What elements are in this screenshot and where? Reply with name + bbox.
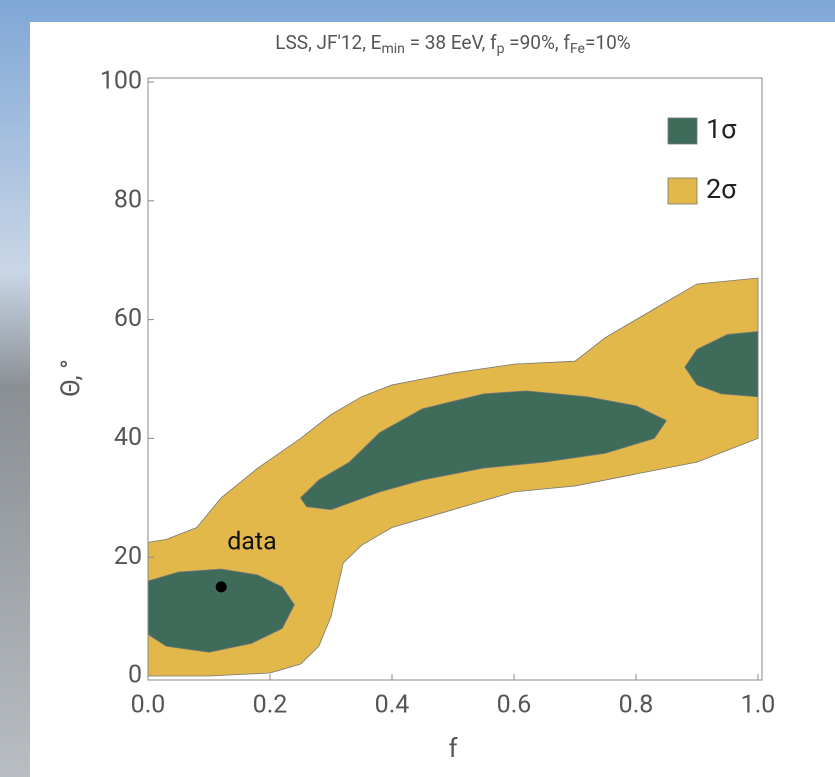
legend-swatch <box>667 177 698 205</box>
point-label: data <box>227 528 276 557</box>
data-point <box>215 581 227 593</box>
contour-region <box>299 390 668 511</box>
title-part: LSS, JF'12, E <box>275 31 381 54</box>
y-tick-label: 20 <box>114 542 142 571</box>
chart-title: LSS, JF'12, Emin = 38 EeV, fp =90%, fFe=… <box>275 31 630 57</box>
title-part: =10% <box>585 31 631 54</box>
y-axis-label: Θ, ° <box>56 359 86 397</box>
title-part: = 38 EeV, f <box>405 31 497 54</box>
x-tick-label: 0.8 <box>619 691 654 720</box>
x-tick-label: 0.2 <box>253 691 288 720</box>
legend-label: 1σ <box>706 113 737 145</box>
x-tick-label: 0.0 <box>131 691 166 720</box>
title-part: =90%, f <box>504 31 570 54</box>
contour-region <box>147 568 295 653</box>
contour-region <box>684 331 759 398</box>
y-tick-label: 100 <box>100 67 142 96</box>
x-axis-label: f <box>448 734 458 764</box>
x-tick-label: 0.6 <box>497 691 532 720</box>
y-tick-label: 80 <box>114 185 142 214</box>
y-tick-label: 40 <box>114 423 142 452</box>
x-tick-label: 0.4 <box>375 691 410 720</box>
title-subscript: Fe <box>570 41 585 57</box>
title-subscript: min <box>381 41 404 57</box>
title-subscript: p <box>497 41 505 57</box>
y-tick-label: 0 <box>128 661 142 690</box>
chart: LSS, JF'12, Emin = 38 EeV, fp =90%, fFe=… <box>56 31 775 764</box>
x-tick-label: 1.0 <box>741 691 776 720</box>
y-tick-label: 60 <box>114 304 142 333</box>
legend-swatch <box>667 117 698 145</box>
plot-frame <box>147 77 763 681</box>
legend-label: 2σ <box>706 173 737 205</box>
